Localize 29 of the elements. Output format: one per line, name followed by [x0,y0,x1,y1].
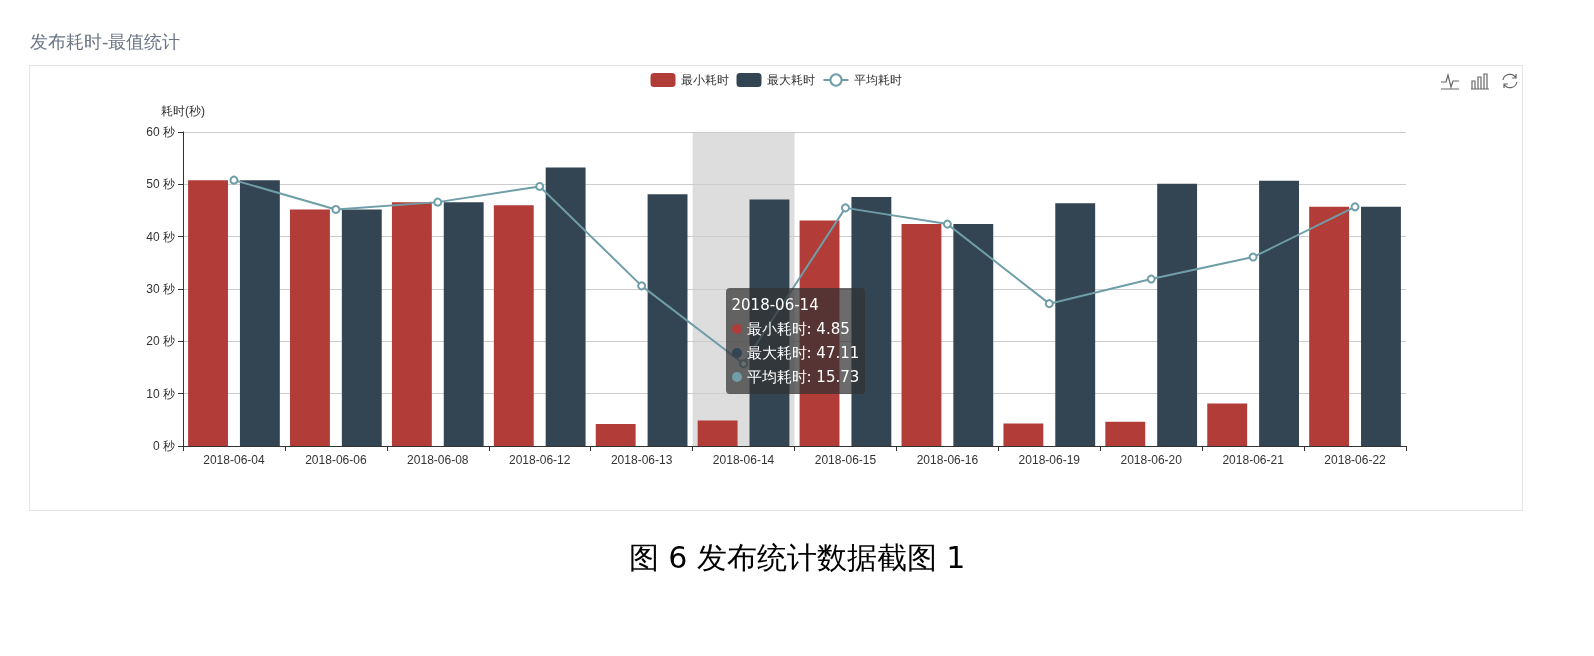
x-tick-label: 2018-06-21 [1222,453,1285,467]
x-tick-label: 2018-06-08 [407,453,469,467]
legend-label: 最大耗时 [766,73,815,87]
annotation: 2018-06-14 [731,295,820,316]
y-tick-label: 20 秒 [146,334,175,349]
y-tick-label: 40 秒 [146,229,175,244]
x-tick-label: 2018-06-13 [610,453,673,467]
y-axis-title: 耗时(秒) [161,104,205,118]
annotation: 最大耗时: 47.11 [745,343,860,364]
x-tick-label: 2018-06-04 [203,453,265,467]
x-tick-label: 2018-06-15 [814,453,877,467]
y-tick-label: 60 秒 [146,125,175,139]
y-tick-label: 30 秒 [146,282,175,296]
x-tick-label: 2018-06-22 [1324,453,1387,467]
y-tick-label: 10 秒 [146,386,175,401]
x-tick-label: 2018-06-20 [1120,453,1183,467]
y-tick-label: 50 秒 [146,177,175,192]
x-tick-label: 2018-06-19 [1018,453,1081,467]
annotation: 平均耗时: 15.73 [745,367,860,388]
legend-label: 最小耗时 [680,73,729,87]
y-tick-label: 0 秒 [152,439,175,453]
legend-label: 平均耗时 [853,73,902,87]
caption: 图 6 发布统计数据截图 1 [627,539,967,577]
x-tick-label: 2018-06-12 [509,453,571,467]
x-tick-label: 2018-06-06 [305,453,367,467]
annotation: 最小耗时: 4.85 [745,319,851,340]
chart-title: 发布耗时-最值统计 [30,30,181,54]
x-tick-label: 2018-06-14 [712,453,775,467]
x-tick-label: 2018-06-16 [916,453,979,467]
